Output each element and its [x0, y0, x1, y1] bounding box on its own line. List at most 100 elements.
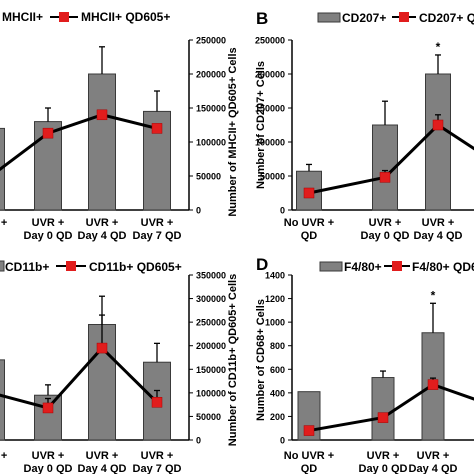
point-c-1	[42, 402, 54, 414]
legend-a-marker-swatch	[59, 12, 69, 22]
point-c-2	[96, 342, 108, 354]
legend-d-bar-swatch	[319, 261, 343, 272]
x-tick-label-line-c-3-0: UVR +	[141, 450, 174, 462]
y-tick-label-c-1: 50000	[196, 412, 221, 422]
legend-b-bar-label: CD207+	[342, 11, 386, 25]
y-tick-label-b-4: 200000	[255, 70, 285, 80]
y-tick-label-c-2: 100000	[196, 388, 226, 398]
panel-c: CD11b+ CD11b+ QD605+ Number of CD11b+ QD…	[0, 260, 239, 474]
x-tick-label-line-b-2-0: UVR +	[422, 217, 455, 229]
point-a-1	[42, 127, 54, 139]
y-tick-label-b-0: 0	[280, 206, 285, 216]
point-d-1	[377, 412, 389, 423]
bar-c-0	[0, 359, 5, 441]
panel-d: D F4/80+ F4/80+ QD6 Number of CD68+ Cell…	[255, 255, 474, 474]
panel-b: B CD207+ CD207+ QD605+ Number of CD207+ …	[255, 9, 474, 242]
legend-c: CD11b+ CD11b+ QD605+	[0, 260, 182, 274]
line-a	[0, 113, 158, 172]
x-tick-label-line-c-2-0: UVR +	[86, 450, 119, 462]
x-tick-label-line-c-1-1: Day 0 QD	[24, 463, 73, 474]
legend-d: F4/80+ F4/80+ QD6	[319, 260, 474, 274]
y-tick-label-d-2: 400	[270, 388, 285, 398]
legend-c-line-label: CD11b+ QD605+	[89, 260, 182, 274]
x-tick-label-line-c-3-1: Day 7 QD	[133, 463, 182, 474]
legend-a-line-label: MHCII+ QD605+	[81, 10, 170, 24]
x-tick-label-line-d-2-1: Day 4 QD	[409, 463, 458, 474]
x-tick-label-c-3: UVR + Day 7 QD	[133, 450, 182, 474]
x-tick-label-c-2: UVR + Day 4 QD	[78, 450, 127, 474]
x-tick-label-c-1: UVR + Day 0 QD	[24, 450, 73, 474]
y-tick-label-b-3: 150000	[255, 104, 285, 114]
x-tick-label-line-a-3-1: Day 7 QD	[133, 230, 182, 242]
line-b	[308, 123, 474, 195]
x-tick-label-line-b-0-1: QD	[301, 230, 318, 242]
y-tick-label-b-1: 50000	[260, 172, 285, 182]
y-tick-label-a-1: 50000	[196, 172, 221, 182]
x-tick-label-line-b-1-0: UVR +	[369, 217, 402, 229]
x-tick-label-b-1: UVR + Day 0 QD	[361, 217, 410, 242]
legend-b: CD207+ CD207+ QD605+	[317, 11, 474, 25]
annotation-d-0: *	[431, 288, 436, 302]
point-a-2	[96, 109, 108, 121]
legend-a-bar-label: MHCII+	[2, 10, 43, 24]
x-tick-label-d-2: UVR + Day 4 QD	[409, 450, 458, 474]
line-d	[308, 382, 474, 433]
x-tick-label-b-0: No UVR + QD	[284, 217, 334, 242]
y-tick-label-d-5: 1000	[265, 318, 285, 328]
y-tick-label-a-0: 0	[196, 206, 201, 216]
legend-c-bar-swatch	[0, 260, 5, 272]
x-tick-label-d-0: No UVR + QD	[284, 450, 334, 474]
x-tick-label-line-a-1-0: UVR +	[32, 217, 65, 229]
point-b-1	[379, 172, 391, 183]
bar-a-1	[34, 121, 62, 211]
point-c-3	[151, 397, 163, 408]
y-tick-label-c-3: 150000	[196, 365, 226, 375]
axis-label-a: Number of MHCII+ QD605+ Cells	[227, 47, 239, 216]
line-c	[0, 345, 159, 410]
x-tick-label-line-d-2-0: UVR +	[417, 450, 450, 462]
x-tick-label-line-a-0-0: UVR +	[0, 217, 7, 229]
y-tick-label-a-5: 250000	[196, 36, 226, 46]
point-b-0	[303, 187, 315, 199]
x-tick-label-line-d-1-0: UVR +	[367, 450, 400, 462]
x-tick-label-d-1: UVR + Day 0 QD	[359, 450, 408, 474]
y-tick-label-c-5: 250000	[196, 318, 226, 328]
axis-label-c: Number of CD11b+ QD605+ Cells	[227, 274, 239, 446]
x-tick-label-c-0: UVR +	[0, 450, 7, 462]
y-tick-label-a-3: 150000	[196, 104, 226, 114]
y-tick-label-c-6: 300000	[196, 294, 226, 304]
x-tick-label-a-0: UVR +	[0, 217, 7, 229]
bar-a-2	[88, 73, 116, 211]
legend-c-bar-label: CD11b+	[5, 260, 49, 274]
legend-c-marker-swatch	[66, 261, 76, 271]
x-tick-label-line-b-0-0: No UVR +	[284, 217, 334, 229]
legend-d-bar-label: F4/80+	[344, 260, 382, 274]
legend-b-marker-swatch	[399, 12, 409, 22]
bar-d-1	[371, 377, 395, 441]
axis-label-d: Number of CD68+ Cells	[255, 299, 267, 421]
legend-b-line-label: CD207+ QD605+	[419, 11, 474, 25]
x-tick-label-line-a-1-1: Day 0 QD	[24, 230, 73, 242]
axis-label-b: Number of CD207+ Cells	[255, 61, 267, 189]
x-tick-label-line-a-2-0: UVR +	[86, 217, 119, 229]
legend-d-line-label: F4/80+ QD6	[412, 260, 474, 274]
x-tick-label-line-a-3-0: UVR +	[141, 217, 174, 229]
y-tick-label-b-2: 100000	[255, 138, 285, 148]
legend-b-bar-swatch	[317, 12, 341, 23]
x-tick-label-line-b-2-1: Day 4 QD	[414, 230, 463, 242]
bar-b-2	[425, 73, 451, 211]
plot-b: 0 50000 100000 150000 200000 250000 * No UVR + Q…	[255, 36, 474, 242]
y-tick-label-c-4: 200000	[196, 341, 226, 351]
point-a-3	[151, 123, 163, 134]
x-tick-label-line-d-1-1: Day 0 QD	[359, 463, 408, 474]
y-tick-label-d-7: 1400	[265, 271, 285, 281]
point-d-0	[303, 425, 315, 436]
x-tick-label-line-a-2-1: Day 4 QD	[78, 230, 127, 242]
x-tick-label-a-1: UVR + Day 0 QD	[24, 217, 73, 242]
x-tick-label-a-2: UVR + Day 4 QD	[78, 217, 127, 242]
x-tick-label-b-2: UVR + Day 4 QD	[414, 217, 463, 242]
plot-a: 050000100000150000200000250000UVR +UVR +…	[0, 36, 226, 242]
y-tick-label-c-7: 350000	[196, 271, 226, 281]
point-b-2	[432, 119, 444, 131]
